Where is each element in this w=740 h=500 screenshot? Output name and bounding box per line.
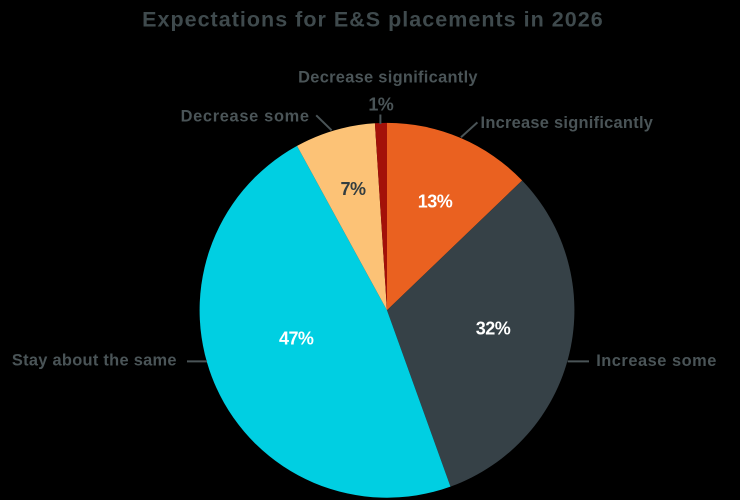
svg-text:13%: 13% (418, 192, 453, 212)
svg-text:1%: 1% (368, 94, 393, 114)
svg-text:47%: 47% (279, 328, 314, 348)
svg-text:7%: 7% (341, 179, 366, 199)
svg-text:Increase significantly: Increase significantly (481, 114, 654, 132)
svg-text:Expectations for E&S placement: Expectations for E&S placements in 2026 (142, 7, 604, 31)
svg-text:Decrease significantly: Decrease significantly (298, 68, 478, 86)
svg-text:Decrease some: Decrease some (181, 108, 310, 126)
svg-text:Stay about the same: Stay about the same (12, 351, 177, 369)
svg-text:Increase some: Increase some (596, 352, 717, 370)
svg-text:32%: 32% (476, 319, 511, 339)
